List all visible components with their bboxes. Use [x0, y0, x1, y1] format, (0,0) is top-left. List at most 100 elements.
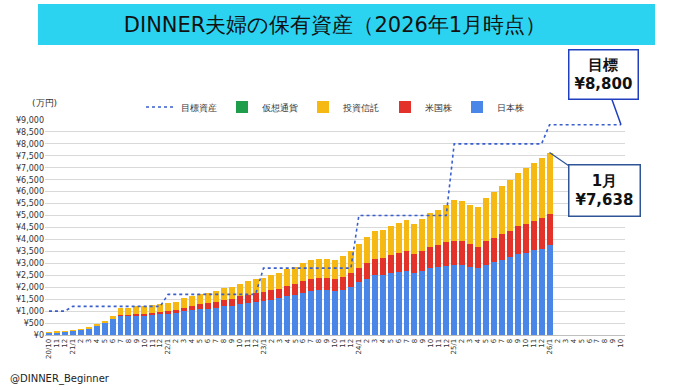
svg-text:7: 7 — [593, 339, 601, 343]
svg-text:2: 2 — [172, 339, 180, 343]
svg-text:7: 7 — [498, 339, 506, 343]
svg-text:@DINNER_Beginner: @DINNER_Beginner — [10, 373, 110, 385]
svg-text:3: 3 — [562, 339, 570, 343]
svg-text:8: 8 — [220, 339, 228, 343]
svg-text:23/1: 23/1 — [260, 339, 268, 355]
svg-text:3: 3 — [371, 339, 379, 343]
svg-text:4: 4 — [379, 338, 387, 343]
svg-text:11: 11 — [149, 339, 157, 348]
svg-text:3: 3 — [276, 339, 284, 343]
svg-text:12: 12 — [156, 339, 164, 348]
svg-text:11: 11 — [530, 339, 538, 348]
svg-text:11: 11 — [339, 339, 347, 348]
svg-text:¥1,000: ¥1,000 — [16, 307, 44, 316]
svg-text:12: 12 — [347, 339, 355, 348]
svg-text:¥5,000: ¥5,000 — [16, 211, 44, 220]
svg-text:6: 6 — [109, 338, 117, 343]
svg-text:2: 2 — [77, 339, 85, 343]
svg-text:8: 8 — [411, 339, 419, 343]
svg-text:10: 10 — [522, 339, 530, 348]
svg-text:2: 2 — [268, 339, 276, 343]
svg-text:3: 3 — [466, 339, 474, 343]
svg-text:8: 8 — [506, 339, 514, 343]
svg-text:¥8,500: ¥8,500 — [16, 128, 44, 137]
svg-text:6: 6 — [299, 338, 307, 343]
svg-text:9: 9 — [514, 339, 522, 343]
svg-text:9: 9 — [609, 339, 617, 343]
svg-text:10: 10 — [427, 339, 435, 348]
svg-text:¥2,000: ¥2,000 — [16, 283, 44, 292]
svg-text:12: 12 — [61, 339, 69, 348]
svg-text:9: 9 — [133, 339, 141, 343]
svg-text:¥7,000: ¥7,000 — [16, 164, 44, 173]
svg-text:11: 11 — [53, 339, 61, 348]
svg-text:24/1: 24/1 — [355, 339, 363, 355]
svg-text:4: 4 — [474, 338, 482, 343]
svg-text:米国株: 米国株 — [425, 103, 452, 113]
svg-text:8: 8 — [125, 339, 133, 343]
svg-text:¥8,000: ¥8,000 — [16, 140, 44, 149]
svg-text:4: 4 — [188, 338, 196, 343]
svg-text:10: 10 — [236, 339, 244, 348]
svg-text:5: 5 — [482, 339, 490, 343]
svg-text:7: 7 — [212, 339, 220, 343]
svg-text:4: 4 — [284, 338, 292, 343]
svg-text:(万円): (万円) — [32, 98, 57, 108]
svg-text:¥5,500: ¥5,500 — [16, 199, 44, 208]
svg-text:4: 4 — [93, 338, 101, 343]
svg-text:21/1: 21/1 — [69, 339, 77, 355]
svg-text:3: 3 — [180, 339, 188, 343]
svg-text:5: 5 — [292, 339, 300, 343]
svg-text:7: 7 — [117, 339, 125, 343]
svg-text:2: 2 — [554, 339, 562, 343]
svg-text:8: 8 — [315, 339, 323, 343]
svg-text:6: 6 — [395, 338, 403, 343]
svg-text:¥4,500: ¥4,500 — [16, 223, 44, 232]
svg-text:¥500: ¥500 — [24, 319, 44, 328]
svg-text:2: 2 — [363, 339, 371, 343]
svg-text:10: 10 — [331, 339, 339, 348]
svg-text:¥6,000: ¥6,000 — [16, 187, 44, 196]
svg-text:6: 6 — [490, 338, 498, 343]
svg-text:22/1: 22/1 — [164, 339, 172, 355]
svg-text:2: 2 — [458, 339, 466, 343]
svg-text:¥2,500: ¥2,500 — [16, 271, 44, 280]
svg-text:10: 10 — [141, 339, 149, 348]
svg-text:日本株: 日本株 — [497, 103, 524, 113]
svg-text:12: 12 — [538, 339, 546, 348]
svg-text:目標¥8,800: 目標¥8,800 — [575, 56, 633, 94]
svg-text:3: 3 — [85, 339, 93, 343]
svg-text:仮想通貨: 仮想通貨 — [262, 103, 298, 113]
svg-text:DINNER夫婦の保有資産（2026年1月時点）: DINNER夫婦の保有資産（2026年1月時点） — [124, 13, 546, 37]
svg-text:投資信託: 投資信託 — [342, 103, 379, 113]
svg-text:¥9,000: ¥9,000 — [16, 116, 44, 125]
svg-text:12: 12 — [252, 339, 260, 348]
svg-text:4: 4 — [570, 338, 578, 343]
svg-text:¥3,000: ¥3,000 — [16, 259, 44, 268]
svg-text:5: 5 — [101, 339, 109, 343]
svg-text:5: 5 — [387, 339, 395, 343]
svg-text:¥7,500: ¥7,500 — [16, 152, 44, 161]
svg-text:7: 7 — [403, 339, 411, 343]
svg-text:¥0: ¥0 — [34, 331, 44, 340]
svg-text:5: 5 — [578, 339, 586, 343]
svg-text:1月¥7,638: 1月¥7,638 — [576, 172, 634, 210]
svg-text:9: 9 — [419, 339, 427, 343]
svg-text:¥6,500: ¥6,500 — [16, 176, 44, 185]
svg-text:9: 9 — [228, 339, 236, 343]
svg-text:26/1: 26/1 — [546, 339, 554, 355]
svg-text:8: 8 — [601, 339, 609, 343]
svg-text:10: 10 — [617, 339, 625, 348]
svg-text:20/10: 20/10 — [45, 339, 53, 359]
svg-text:¥3,500: ¥3,500 — [16, 247, 44, 256]
svg-text:5: 5 — [196, 339, 204, 343]
svg-text:9: 9 — [323, 339, 331, 343]
svg-text:11: 11 — [244, 339, 252, 348]
svg-text:¥1,500: ¥1,500 — [16, 295, 44, 304]
svg-text:目標資産: 目標資産 — [181, 103, 217, 113]
svg-text:7: 7 — [307, 339, 315, 343]
svg-text:25/1: 25/1 — [450, 339, 458, 355]
svg-text:12: 12 — [443, 339, 451, 348]
svg-text:11: 11 — [435, 339, 443, 348]
svg-text:6: 6 — [204, 338, 212, 343]
